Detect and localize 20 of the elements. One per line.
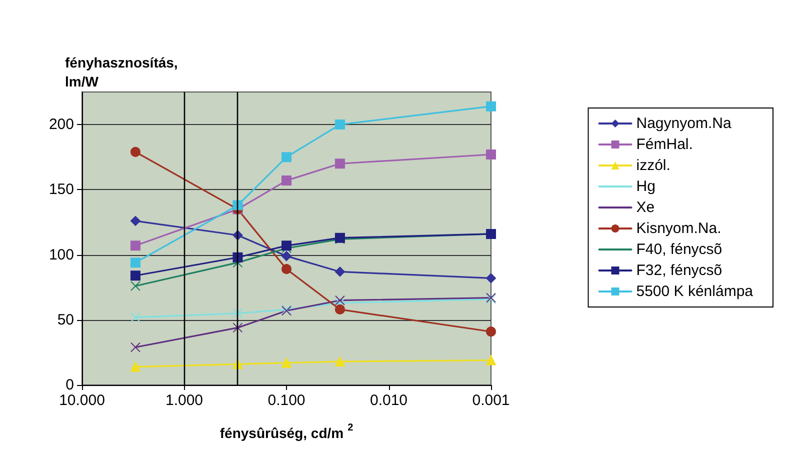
- y-tick-label: 0: [66, 376, 74, 394]
- y-tick-label: 50: [57, 311, 74, 328]
- y-tick-label: 100: [48, 246, 74, 264]
- x-tick-label: 0.001: [472, 392, 510, 409]
- y-axis-title: fényhasznosítás, lm/W: [65, 54, 178, 90]
- x-tick-label: 10.000: [59, 392, 105, 409]
- legend-label: F32, fénycsõ: [636, 262, 722, 279]
- legend-label: F40, fénycsõ: [636, 241, 722, 258]
- legend-label: Nagynyom.Na: [636, 115, 732, 132]
- legend-label: Xe: [636, 199, 655, 216]
- y-tick-label: 200: [48, 116, 74, 134]
- y-tick-label: 150: [48, 181, 74, 198]
- x-tick-label: 1.000: [165, 392, 204, 409]
- legend-label: Kisnyom.Na.: [636, 220, 722, 237]
- x-tick-label: 0.100: [268, 392, 306, 409]
- x-tick-label: 0.010: [370, 392, 408, 409]
- legend-label: FémHal.: [636, 136, 693, 153]
- legend-label: izzól.: [636, 157, 670, 174]
- legend-label: 5500 K kénlámpa: [636, 283, 754, 300]
- legend-label: Hg: [636, 178, 656, 195]
